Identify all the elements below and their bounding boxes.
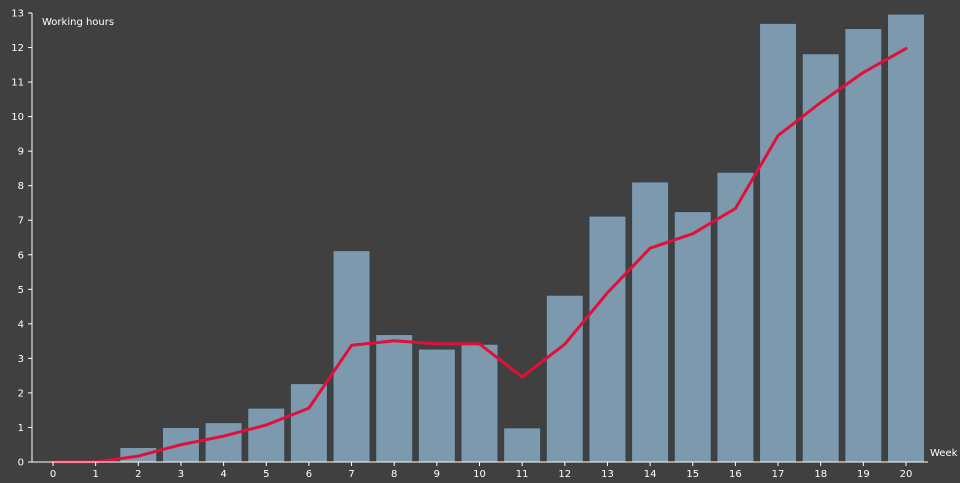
x-tick-label: 2	[135, 469, 141, 480]
y-tick-label: 10	[11, 112, 24, 123]
x-axis-title: Week	[930, 448, 958, 459]
y-tick-label: 2	[18, 388, 24, 399]
bar-week-12	[545, 294, 584, 463]
x-tick-label: 0	[50, 469, 56, 480]
x-tick-label: 19	[857, 469, 870, 480]
x-axis-ticks: 0 1 2 3 4 5 6 7 8 9 10 11 12 13 14 15 16 17 18 19 20	[50, 462, 913, 480]
y-tick-label: 1	[18, 423, 24, 434]
x-tick-label: 10	[473, 469, 486, 480]
bar-week-7	[332, 250, 371, 463]
x-tick-label: 15	[686, 469, 699, 480]
x-tick-label: 8	[391, 469, 397, 480]
bar-week-4	[204, 422, 243, 463]
x-tick-label: 13	[601, 469, 614, 480]
x-tick-label: 20	[900, 469, 913, 480]
y-tick-label: 11	[11, 78, 24, 89]
y-tick-label: 0	[18, 458, 24, 469]
y-tick-label: 9	[18, 147, 24, 158]
y-tick-label: 12	[11, 43, 24, 54]
x-tick-label: 18	[814, 469, 827, 480]
bar-week-15	[673, 211, 712, 463]
bar-week-19	[844, 28, 883, 463]
bar-week-11	[503, 427, 542, 463]
x-tick-label: 17	[772, 469, 785, 480]
x-tick-label: 7	[348, 469, 354, 480]
bar-week-14	[631, 181, 670, 463]
trend-line	[51, 47, 908, 464]
x-tick-label: 11	[516, 469, 529, 480]
x-tick-label: 5	[263, 469, 269, 480]
x-tick-label: 12	[558, 469, 571, 480]
bar-week-17	[759, 22, 798, 463]
y-tick-label: 3	[18, 354, 24, 365]
bar-week-13	[588, 215, 627, 463]
x-tick-label: 3	[178, 469, 184, 480]
bar-week-5	[247, 407, 286, 463]
y-tick-label: 5	[18, 285, 24, 296]
bars-layer	[119, 13, 925, 463]
y-tick-label: 8	[18, 181, 24, 192]
y-tick-label: 13	[11, 9, 24, 20]
bar-week-16	[716, 171, 755, 463]
bar-week-20	[887, 13, 925, 463]
x-tick-label: 9	[434, 469, 440, 480]
y-tick-label: 4	[18, 319, 24, 330]
x-tick-label: 16	[729, 469, 742, 480]
y-tick-label: 6	[18, 250, 24, 261]
y-axis-title: Working hours	[42, 17, 114, 28]
bar-week-6	[289, 383, 328, 463]
x-tick-label: 6	[306, 469, 312, 480]
bar-week-10	[460, 343, 499, 463]
bar-week-9	[417, 348, 456, 463]
bar-week-8	[375, 334, 414, 463]
x-tick-label: 1	[92, 469, 98, 480]
bar-week-18	[801, 53, 840, 463]
y-tick-label: 7	[18, 216, 24, 227]
x-tick-label: 4	[220, 469, 226, 480]
x-tick-label: 14	[644, 469, 657, 480]
